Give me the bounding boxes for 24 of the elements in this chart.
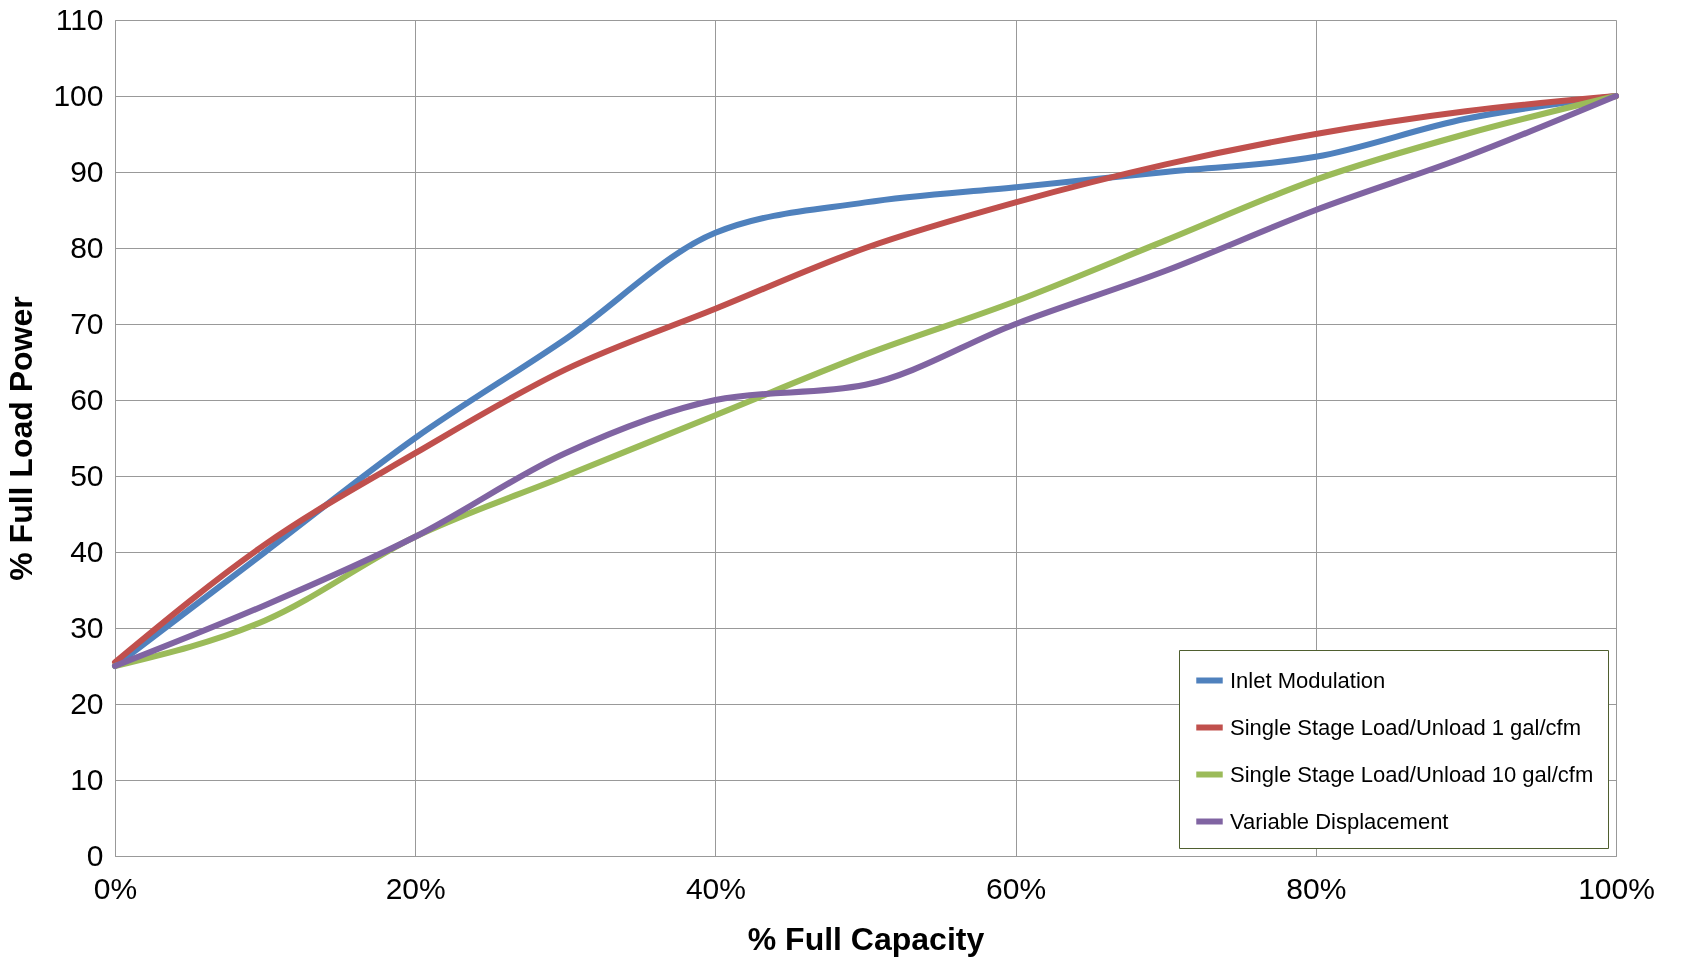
x-tick-label: 40% xyxy=(685,871,746,905)
y-tick-label: 70 xyxy=(70,306,104,340)
y-tick-label: 90 xyxy=(70,154,104,188)
y-tick-label: 0 xyxy=(86,838,104,872)
x-tick-label: 0% xyxy=(93,871,138,905)
x-tick-label: 60% xyxy=(986,871,1047,905)
legend-label: Single Stage Load/Unload 10 gal/cfm xyxy=(1230,761,1594,787)
y-tick-label: 30 xyxy=(70,610,104,644)
x-axis-title: % Full Capacity xyxy=(747,920,985,957)
x-tick-label: 100% xyxy=(1578,871,1655,905)
y-tick-label: 60 xyxy=(70,382,104,416)
legend-label: Inlet Modulation xyxy=(1230,667,1386,693)
y-tick-label: 100 xyxy=(53,78,104,112)
y-axis-title: % Full Load Power xyxy=(3,296,40,581)
y-tick-label: 40 xyxy=(70,534,104,568)
x-tick-label: 20% xyxy=(385,871,446,905)
x-tick-label: 80% xyxy=(1286,871,1347,905)
legend-label: Variable Displacement xyxy=(1230,808,1449,834)
y-tick-label: 20 xyxy=(70,686,104,720)
y-tick-label: 50 xyxy=(70,458,104,492)
y-tick-label: 110 xyxy=(55,2,104,36)
y-tick-label: 80 xyxy=(70,230,104,264)
legend-label: Single Stage Load/Unload 1 gal/cfm xyxy=(1230,714,1582,740)
y-tick-label: 10 xyxy=(70,762,104,796)
